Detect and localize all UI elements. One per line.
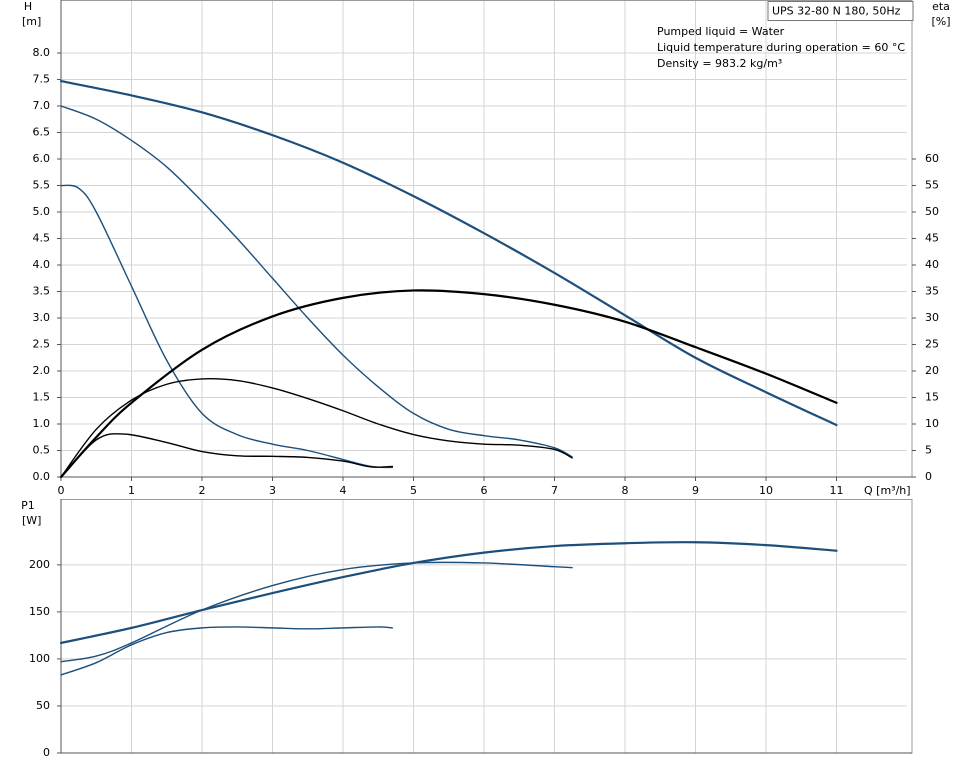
y-tick-label: 3.0 xyxy=(33,311,51,324)
x-tick-label: 11 xyxy=(830,484,844,497)
x-tick-label: 10 xyxy=(759,484,773,497)
y-tick-label: 5.0 xyxy=(33,205,51,218)
y-tick-label: 50 xyxy=(36,699,50,712)
curve xyxy=(60,184,394,469)
y-tick-label: 4.5 xyxy=(33,232,51,245)
y-tick-label: 3.5 xyxy=(33,285,51,298)
x-axis-label: Q [m³/h] xyxy=(864,484,911,497)
annotation: Liquid temperature during operation = 60… xyxy=(657,41,905,54)
y2-axis-label: eta xyxy=(932,0,950,13)
x-tick-label: 8 xyxy=(622,484,629,497)
y-axis-label: P1 xyxy=(21,499,35,512)
curve xyxy=(59,289,838,479)
y2-tick-label: 40 xyxy=(925,258,939,271)
plot-frame xyxy=(60,499,913,754)
x-tick-label: 0 xyxy=(58,484,65,497)
curve xyxy=(59,79,838,427)
annotation: Pumped liquid = Water xyxy=(657,25,785,38)
x-tick-label: 2 xyxy=(199,484,206,497)
curve xyxy=(60,561,573,663)
y2-tick-label: 35 xyxy=(925,285,939,298)
title-box xyxy=(767,1,914,21)
y-tick-label: 2.0 xyxy=(33,364,51,377)
y2-tick-label: 45 xyxy=(925,232,939,245)
y-axis-label: [m] xyxy=(22,15,41,28)
y2-tick-label: 25 xyxy=(925,338,939,351)
curve xyxy=(60,105,573,458)
y2-axis-label: [%] xyxy=(931,15,950,28)
y2-tick-label: 0 xyxy=(925,470,932,483)
x-tick-label: 7 xyxy=(551,484,558,497)
curve xyxy=(59,541,838,645)
y-axis-label: [W] xyxy=(22,514,41,527)
y2-tick-label: 10 xyxy=(925,417,939,430)
y-tick-label: 200 xyxy=(29,558,50,571)
x-tick-label: 4 xyxy=(340,484,347,497)
y-tick-label: 7.5 xyxy=(33,73,51,86)
curve xyxy=(60,626,394,676)
y2-tick-label: 60 xyxy=(925,152,939,165)
y2-tick-label: 20 xyxy=(925,364,939,377)
annotation: Density = 983.2 kg/m³ xyxy=(657,57,782,70)
y-tick-label: 150 xyxy=(29,605,50,618)
y-axis-label: H xyxy=(24,0,32,13)
y2-tick-label: 50 xyxy=(925,205,939,218)
y-tick-label: 0.5 xyxy=(33,444,51,457)
y-tick-label: 100 xyxy=(29,652,50,665)
y-tick-label: 6.5 xyxy=(33,126,51,139)
x-tick-label: 9 xyxy=(692,484,699,497)
curve xyxy=(60,378,573,478)
y-tick-label: 1.5 xyxy=(33,391,51,404)
y-tick-label: 4.0 xyxy=(33,258,51,271)
x-tick-label: 1 xyxy=(128,484,135,497)
y2-tick-label: 15 xyxy=(925,391,939,404)
y-tick-label: 0.0 xyxy=(33,470,51,483)
y2-tick-label: 5 xyxy=(925,444,932,457)
y2-tick-label: 30 xyxy=(925,311,939,324)
x-tick-label: 5 xyxy=(410,484,417,497)
y-tick-label: 1.0 xyxy=(33,417,51,430)
chart-title: UPS 32-80 N 180, 50Hz xyxy=(772,5,901,18)
y-tick-label: 2.5 xyxy=(33,338,51,351)
x-tick-label: 6 xyxy=(481,484,488,497)
y-tick-label: 5.5 xyxy=(33,179,51,192)
y-tick-label: 0 xyxy=(43,746,50,759)
y2-tick-label: 55 xyxy=(925,179,939,192)
curve xyxy=(60,433,394,478)
y-tick-label: 8.0 xyxy=(33,46,51,59)
y-tick-label: 6.0 xyxy=(33,152,51,165)
y-tick-label: 7.0 xyxy=(33,99,51,112)
x-tick-label: 3 xyxy=(269,484,276,497)
